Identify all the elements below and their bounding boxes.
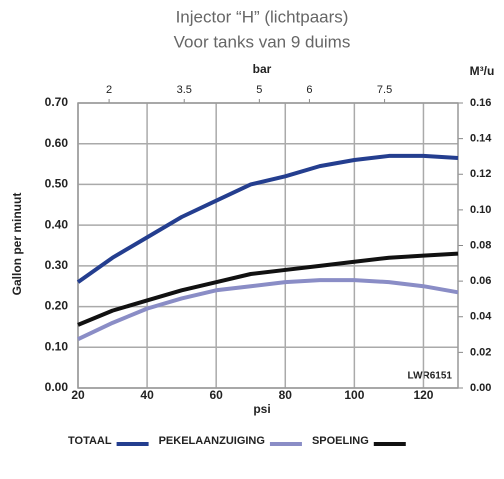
x2-axis-label: bar [253, 62, 272, 76]
y2-tick-label: 0.00 [470, 382, 491, 394]
plot-frame [77, 102, 459, 389]
y2-tick-label: 0.12 [470, 168, 491, 180]
series-line [77, 278, 459, 341]
x-axis-label: psi [253, 402, 270, 416]
y-tick-label: 0.00 [45, 380, 69, 394]
x2-tick-label: 7.5 [377, 84, 392, 96]
y-tick-label: 0.10 [45, 339, 69, 353]
annotation: LWR6151 [408, 371, 453, 382]
legend-label: SPOELING [312, 435, 369, 447]
y2-tick-label: 0.10 [470, 204, 491, 216]
y2-tick-label: 0.14 [470, 133, 492, 145]
x-tick-label: 20 [71, 388, 85, 402]
legend-label: TOTAAL [68, 435, 112, 447]
y-tick-label: 0.40 [45, 217, 69, 231]
y2-tick-label: 0.04 [470, 311, 492, 323]
y-tick-label: 0.20 [45, 299, 69, 313]
y-axis-label: Gallon per minuut [10, 193, 24, 296]
x2-tick-label: 5 [256, 84, 262, 96]
x-tick-label: 120 [413, 388, 433, 402]
y2-axis-label: M³/u [470, 64, 495, 78]
y-tick-label: 0.60 [45, 136, 69, 150]
x-tick-label: 40 [140, 388, 154, 402]
y-tick-label: 0.70 [45, 95, 69, 109]
y2-tick-label: 0.08 [470, 239, 491, 251]
x-tick-label: 100 [344, 388, 364, 402]
y2-tick-label: 0.02 [470, 346, 491, 358]
x2-tick-label: 2 [106, 84, 112, 96]
series-line [76, 153, 459, 284]
x2-tick-label: 3.5 [177, 84, 192, 96]
x-tick-label: 80 [279, 388, 293, 402]
y2-tick-label: 0.16 [470, 97, 491, 109]
chart-title: Injector “H” (lichtpaars) [176, 7, 349, 26]
y2-tick-label: 0.06 [470, 275, 491, 287]
legend-label: PEKELAANZUIGING [159, 435, 265, 447]
y-tick-label: 0.30 [45, 258, 69, 272]
x2-tick-label: 6 [306, 84, 312, 96]
x-tick-label: 60 [210, 388, 224, 402]
y-tick-label: 0.50 [45, 177, 69, 191]
chart-subtitle: Voor tanks van 9 duims [174, 32, 351, 51]
series-line [77, 251, 459, 327]
